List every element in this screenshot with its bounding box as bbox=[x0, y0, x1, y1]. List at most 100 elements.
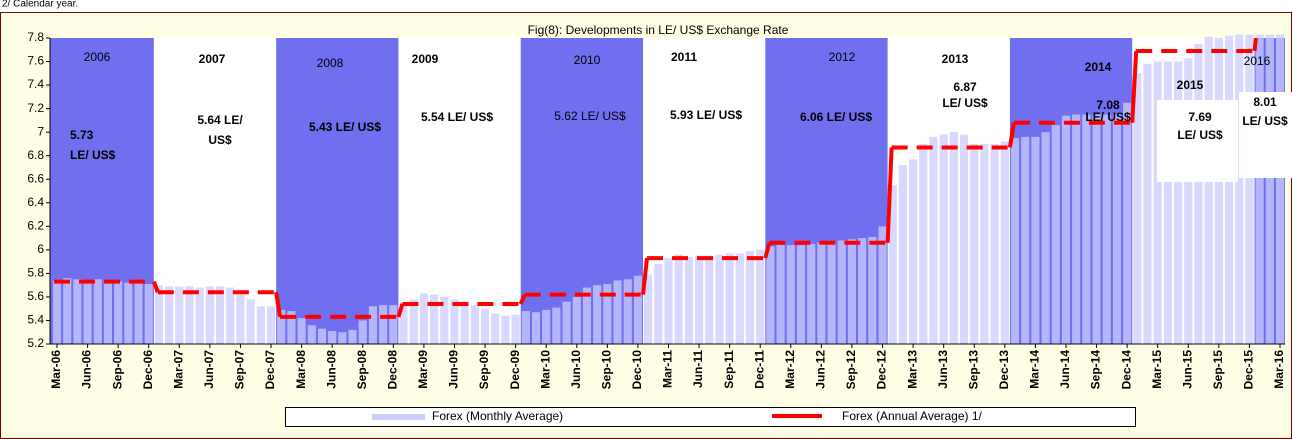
bar bbox=[623, 279, 632, 344]
bar bbox=[531, 312, 541, 344]
bar bbox=[215, 286, 225, 344]
x-tick-label: Dec-07 bbox=[263, 350, 277, 390]
y-tick-label: 7 bbox=[37, 124, 44, 138]
bar bbox=[970, 143, 979, 344]
rate-label: LE/ US$ bbox=[942, 96, 988, 110]
bar bbox=[1143, 63, 1152, 345]
rate-label: 5.54 LE/ US$ bbox=[421, 110, 493, 124]
y-tick-label: 6.2 bbox=[27, 218, 44, 232]
bar bbox=[480, 308, 490, 344]
x-tick-label: Mar-15 bbox=[1150, 350, 1164, 389]
x-tick-label: Sep-12 bbox=[844, 350, 858, 390]
bar bbox=[236, 294, 245, 344]
bar bbox=[114, 281, 123, 344]
bar bbox=[491, 313, 500, 344]
bar bbox=[1224, 35, 1234, 345]
bar bbox=[195, 287, 204, 344]
y-tick-label: 5.4 bbox=[27, 313, 44, 327]
bar bbox=[694, 255, 704, 344]
year-label: 2012 bbox=[829, 50, 856, 64]
rate-label: 5.93 LE/ US$ bbox=[670, 108, 742, 122]
bar bbox=[756, 249, 765, 344]
bar bbox=[633, 275, 643, 344]
bar bbox=[603, 283, 612, 344]
year-band bbox=[1009, 38, 1133, 344]
bar bbox=[450, 299, 459, 344]
x-tick-label: Jun-08 bbox=[324, 350, 338, 389]
step-connector bbox=[396, 303, 405, 318]
bar bbox=[939, 134, 948, 344]
year-label: 2010 bbox=[574, 53, 601, 67]
x-tick-label: Dec-11 bbox=[752, 350, 766, 389]
bar bbox=[654, 263, 663, 344]
bar bbox=[847, 239, 857, 344]
bar bbox=[949, 132, 958, 344]
bar bbox=[613, 280, 622, 344]
bar bbox=[399, 302, 408, 344]
x-tick-label: Sep-15 bbox=[1211, 350, 1225, 390]
y-tick-label: 5.6 bbox=[27, 289, 44, 303]
bar bbox=[226, 287, 235, 344]
bar bbox=[990, 143, 999, 344]
bar bbox=[674, 254, 683, 344]
rate-label: LE/ US$ bbox=[1242, 114, 1288, 128]
x-tick-label: Sep-07 bbox=[233, 350, 247, 390]
x-tick-label: Sep-10 bbox=[600, 350, 614, 390]
bar bbox=[297, 318, 306, 344]
year-label: 2011 bbox=[671, 50, 697, 64]
x-tick-label: Mar-16 bbox=[1272, 350, 1286, 389]
bar bbox=[1051, 125, 1060, 344]
legend-label: Forex (Monthly Average) bbox=[432, 409, 563, 423]
bar bbox=[725, 253, 734, 344]
x-tick-label: Dec-09 bbox=[508, 350, 522, 390]
x-tick-label: Mar-13 bbox=[905, 350, 919, 389]
bar bbox=[419, 293, 428, 344]
bar bbox=[1275, 34, 1285, 344]
x-tick-label: Mar-10 bbox=[538, 350, 552, 389]
bar bbox=[440, 296, 449, 344]
bar bbox=[63, 278, 72, 344]
bar bbox=[379, 305, 388, 344]
bar bbox=[348, 329, 357, 344]
bar bbox=[1184, 58, 1193, 344]
bar bbox=[898, 165, 907, 344]
bar bbox=[1133, 73, 1142, 345]
y-tick-label: 6.6 bbox=[27, 171, 44, 185]
bar bbox=[1163, 61, 1172, 345]
bar bbox=[807, 243, 816, 344]
rate-label: 5.43 LE/ US$ bbox=[309, 120, 381, 134]
chart-title: Fig(8): Developments in LE/ US$ Exchange… bbox=[528, 23, 789, 37]
bar bbox=[1255, 34, 1264, 344]
x-tick-label: Jun-10 bbox=[569, 350, 583, 389]
bar bbox=[1153, 61, 1162, 345]
note: 2/ Calendar year. bbox=[2, 0, 78, 10]
bar bbox=[266, 306, 276, 344]
year-label: 2006 bbox=[84, 50, 111, 64]
x-tick-label: Jun-15 bbox=[1180, 350, 1194, 389]
bar bbox=[1235, 34, 1244, 344]
x-tick-label: Jun-13 bbox=[936, 350, 950, 389]
bar bbox=[796, 245, 806, 344]
bar bbox=[154, 285, 163, 344]
bar bbox=[542, 309, 551, 344]
bar bbox=[919, 143, 928, 344]
year-label: 2015 bbox=[1177, 78, 1204, 92]
step-connector bbox=[641, 257, 650, 295]
year-label: 2014 bbox=[1085, 60, 1112, 74]
bar bbox=[878, 226, 887, 344]
bar bbox=[786, 245, 795, 344]
bar bbox=[1082, 114, 1091, 344]
x-tick-label: Sep-09 bbox=[477, 350, 491, 390]
bar bbox=[144, 283, 153, 344]
bar bbox=[715, 254, 724, 344]
year-label: 2016 bbox=[1244, 54, 1271, 68]
x-tick-label: Mar-07 bbox=[171, 350, 185, 389]
x-tick-label: Mar-14 bbox=[1028, 350, 1042, 389]
bar bbox=[837, 240, 846, 344]
bar bbox=[644, 274, 653, 344]
rate-label: 7.08 bbox=[1096, 98, 1120, 112]
bar bbox=[705, 255, 714, 344]
x-tick-label: Sep-14 bbox=[1089, 350, 1103, 390]
bar bbox=[929, 136, 938, 344]
legend-label: Forex (Annual Average) 1/ bbox=[842, 409, 983, 423]
